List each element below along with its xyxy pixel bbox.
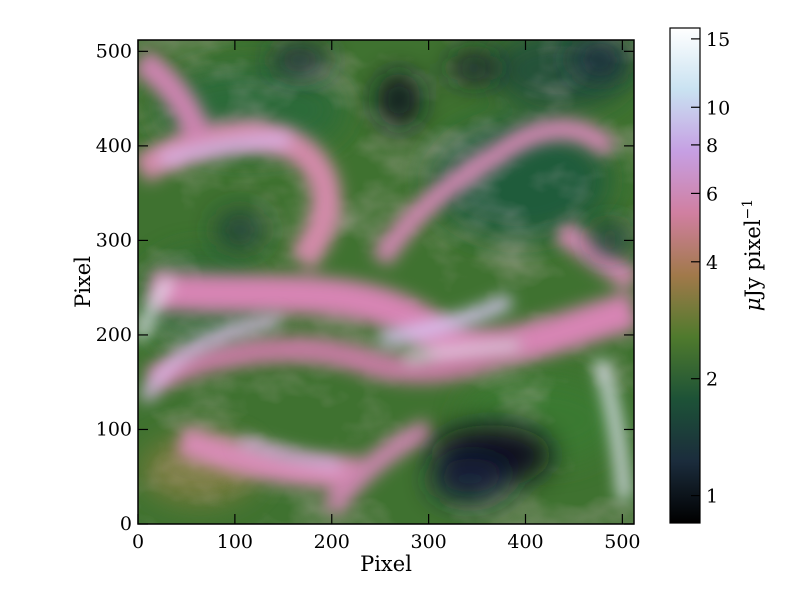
x-tick-label: 300 [410, 531, 446, 553]
colorbar-gradient [669, 27, 701, 524]
colorbar-label-exponent: −1 [740, 199, 756, 220]
x-axis: 0 100 200 300 400 500 [132, 40, 641, 553]
x-axis-label: Pixel [360, 552, 412, 576]
colorbar-label: μJy pixel−1 [740, 199, 765, 311]
y-tick-label: 200 [96, 324, 132, 346]
y-axis: 0 100 200 300 400 500 [96, 40, 634, 535]
y-tick-label: 400 [96, 135, 132, 157]
colorbar-tick-label: 1 [706, 486, 718, 508]
y-tick-label: 0 [120, 513, 132, 535]
colorbar-tick-label: 8 [706, 135, 718, 157]
y-tick-label: 300 [96, 229, 132, 251]
x-tick-label: 0 [132, 531, 144, 553]
x-tick-label: 500 [604, 531, 640, 553]
plot-frame [137, 39, 635, 525]
x-tick-label: 200 [314, 531, 350, 553]
x-tick-label: 100 [217, 531, 253, 553]
y-tick-label: 500 [96, 40, 132, 62]
colorbar-tick-label: 2 [706, 369, 718, 391]
colorbar-ticks: 1 2 4 6 8 10 15 [691, 29, 730, 508]
y-tick-label: 100 [96, 418, 132, 440]
colorbar: 1 2 4 6 8 10 15 μJy pixel−1 [669, 27, 765, 524]
colorbar-tick-label: 4 [706, 252, 718, 274]
colorbar-label-greek: μ [741, 298, 765, 312]
heatmap-image [138, 40, 634, 524]
colorbar-tick-label: 6 [706, 183, 718, 205]
y-axis-label: Pixel [71, 256, 95, 308]
colorbar-label-main: Jy pixel [741, 219, 765, 299]
x-tick-label: 400 [507, 531, 543, 553]
colorbar-tick-label: 10 [706, 97, 730, 119]
colorbar-tick-label: 15 [706, 29, 730, 51]
